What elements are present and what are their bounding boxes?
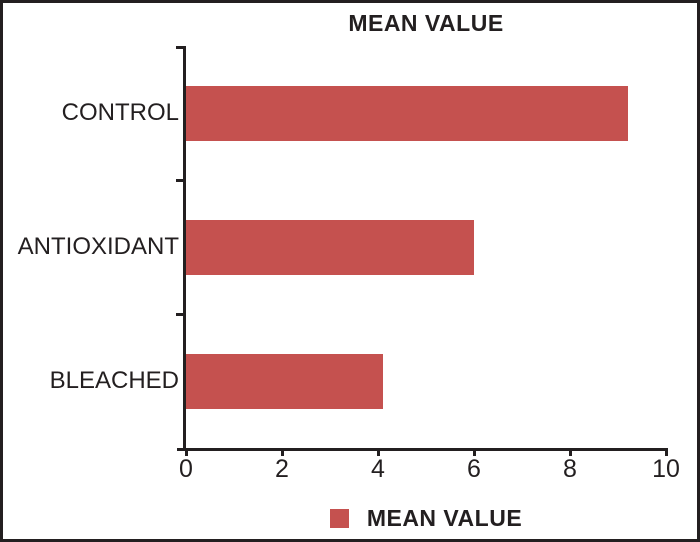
y-axis-line bbox=[183, 46, 186, 451]
x-axis-line bbox=[177, 448, 666, 451]
bar-control bbox=[186, 85, 628, 141]
bar-antioxidant bbox=[186, 219, 474, 275]
y-tick bbox=[176, 312, 186, 316]
x-tick-label: 0 bbox=[179, 455, 193, 483]
y-tick bbox=[176, 46, 186, 49]
legend-color-swatch bbox=[329, 508, 349, 528]
x-tick bbox=[280, 448, 284, 456]
category-label-control: CONTROL bbox=[61, 99, 179, 126]
x-tick bbox=[472, 448, 476, 456]
x-tick-label: 6 bbox=[467, 455, 481, 483]
category-label-bleached: BLEACHED bbox=[49, 367, 179, 394]
bar-bleached bbox=[186, 353, 383, 409]
x-tick-label: 8 bbox=[563, 455, 577, 483]
y-tick bbox=[176, 178, 186, 182]
x-tick-label: 4 bbox=[371, 455, 385, 483]
x-tick bbox=[376, 448, 380, 456]
x-tick bbox=[184, 448, 188, 456]
legend-label: MEAN VALUE bbox=[366, 504, 523, 531]
chart-title: MEAN VALUE bbox=[348, 10, 504, 36]
category-label-antioxidant: ANTIOXIDANT bbox=[17, 233, 179, 260]
x-tick-label: 2 bbox=[275, 455, 289, 483]
plot-area: 0 2 4 6 8 10 bbox=[176, 46, 680, 483]
legend: MEAN VALUE bbox=[186, 505, 666, 531]
x-tick-label: 10 bbox=[652, 455, 680, 483]
x-tick bbox=[568, 448, 572, 456]
x-tick bbox=[664, 448, 668, 456]
